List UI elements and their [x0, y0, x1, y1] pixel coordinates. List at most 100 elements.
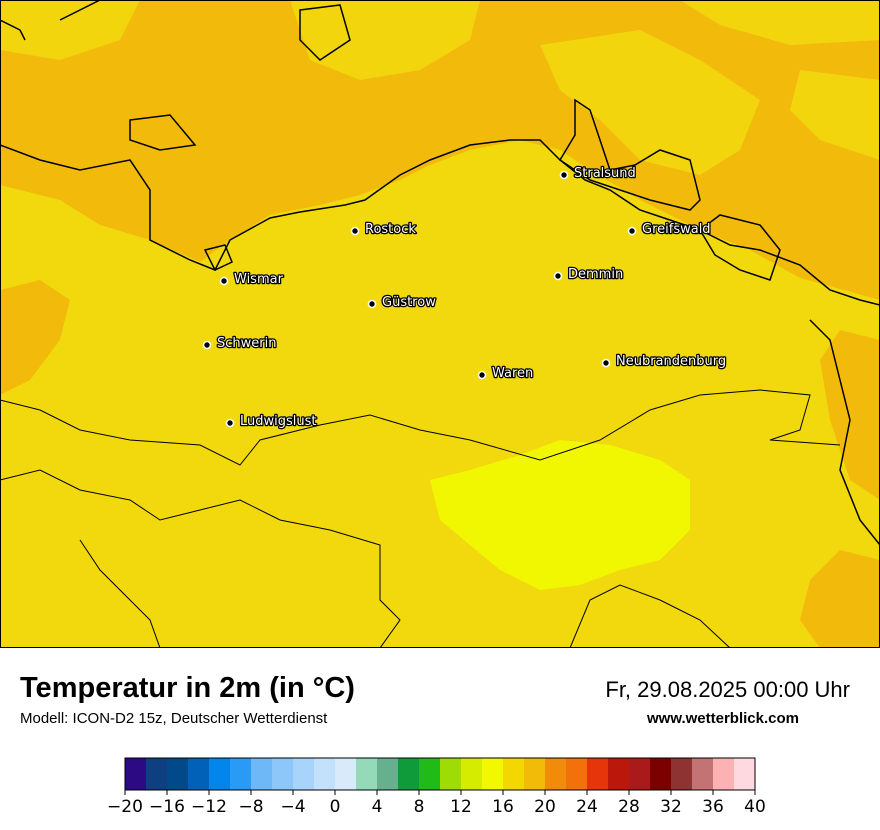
legend-swatch [503, 758, 525, 790]
city-label: Stralsund [574, 166, 636, 181]
city-label: Wismar [234, 272, 284, 287]
city-stralsund: Stralsund [559, 165, 637, 182]
sea-lighter-area [0, 0, 880, 175]
model-info: Modell: ICON-D2 15z, Deutscher Wetterdie… [20, 710, 328, 727]
border-southwest [0, 469, 401, 648]
southeast-warm-area [800, 550, 880, 648]
color-legend: −20 −16 −12 −8 −4 0 4 8 12 16 20 24 28 32 36 40 [107, 757, 766, 817]
legend-tick-label: 0 [330, 797, 341, 817]
city-neubrandenburg: Neubrandenburg [601, 353, 727, 370]
legend-swatch [377, 758, 399, 790]
city-greifswald: Greifswald [627, 221, 712, 238]
legend-ticks: −20 −16 −12 −8 −4 0 4 8 12 16 20 24 28 32 36 40 [107, 790, 766, 817]
legend-swatch [692, 758, 714, 790]
city-dot [202, 340, 212, 350]
city-dot [559, 170, 569, 180]
legend-swatch [209, 758, 231, 790]
legend-swatch [125, 758, 147, 790]
city-wismar: Wismar [219, 271, 285, 288]
legend-swatch [251, 758, 273, 790]
forecast-datetime: Fr, 29.08.2025 00:00 Uhr [605, 677, 850, 702]
legend-swatch [629, 758, 651, 790]
legend-swatch [545, 758, 567, 790]
west-warm-area [0, 280, 70, 395]
city-rostock: Rostock [350, 221, 418, 238]
city-demmin: Demmin [553, 266, 624, 283]
city-waren: Waren [477, 365, 535, 382]
legend-swatches [124, 757, 756, 791]
legend-swatch [335, 758, 357, 790]
legend-tick-label: 28 [618, 797, 640, 817]
city-dot [601, 358, 611, 368]
legend-swatch [524, 758, 546, 790]
city-label: Waren [492, 366, 533, 381]
map-title: Temperatur in 2m (in °C) [20, 672, 355, 704]
rugen-outline [558, 98, 701, 211]
city-guestrow: Güstrow [367, 294, 437, 311]
temperature-map: Stralsund Rostock Greifswald Wismar Demm… [0, 0, 880, 648]
legend-tick-label: −4 [280, 797, 305, 817]
legend-frame [124, 757, 756, 791]
legend-swatch [671, 758, 693, 790]
legend-swatch [482, 758, 504, 790]
city-label: Güstrow [382, 295, 436, 310]
city-label: Demmin [568, 267, 623, 282]
city-dot [477, 370, 487, 380]
danish-island-outline [0, 0, 351, 61]
city-dot [553, 271, 563, 281]
legend-swatch [398, 758, 420, 790]
legend-tick-label: 32 [660, 797, 682, 817]
legend-tick-label: 40 [744, 797, 766, 817]
city-dot [219, 276, 229, 286]
east-warm-area [820, 330, 880, 500]
legend-swatch [356, 758, 378, 790]
legend-tick-label: 16 [492, 797, 514, 817]
city-dot [367, 299, 377, 309]
usedom-outline [699, 214, 781, 281]
legend-swatch [608, 758, 630, 790]
legend-swatch [461, 758, 483, 790]
legend-swatch [272, 758, 294, 790]
coastline [0, 139, 880, 306]
legend-swatch [314, 758, 336, 790]
city-label: Greifswald [642, 222, 711, 237]
legend-swatch [440, 758, 462, 790]
legend-tick-label: −16 [149, 797, 185, 817]
legend-tick-label: 8 [414, 797, 425, 817]
city-dot [225, 418, 235, 428]
city-schwerin: Schwerin [202, 335, 278, 352]
legend-swatch [566, 758, 588, 790]
city-label: Schwerin [217, 336, 276, 351]
legend-tick-label: −12 [191, 797, 227, 817]
website-link[interactable]: www.wetterblick.com [647, 710, 799, 727]
legend-swatch [713, 758, 735, 790]
legend-tick-label: 4 [372, 797, 383, 817]
city-ludwigslust: Ludwigslust [225, 413, 318, 430]
legend-swatch [167, 758, 189, 790]
lolland-outline [129, 114, 197, 151]
legend-tick-label: 36 [702, 797, 724, 817]
legend-tick-label: 12 [450, 797, 472, 817]
legend-swatch [734, 758, 756, 790]
legend-tick-label: 24 [576, 797, 598, 817]
legend-swatch [419, 758, 441, 790]
border-east [809, 319, 880, 546]
legend-swatch [293, 758, 315, 790]
city-dot [350, 226, 360, 236]
inland-cool-patch [430, 440, 690, 590]
legend-swatch [650, 758, 672, 790]
legend-swatch [146, 758, 168, 790]
city-label: Ludwigslust [240, 414, 317, 429]
legend-tick-label: −8 [238, 797, 263, 817]
legend-tick-label: 20 [534, 797, 556, 817]
island-poel [203, 244, 233, 271]
legend-swatch [230, 758, 252, 790]
legend-tick-label: −20 [107, 797, 143, 817]
city-label: Neubrandenburg [616, 354, 726, 369]
city-label: Rostock [365, 222, 416, 237]
border-south [79, 539, 731, 648]
legend-swatch [587, 758, 609, 790]
state-border [0, 389, 841, 466]
city-dot [627, 226, 637, 236]
legend-swatch [188, 758, 210, 790]
